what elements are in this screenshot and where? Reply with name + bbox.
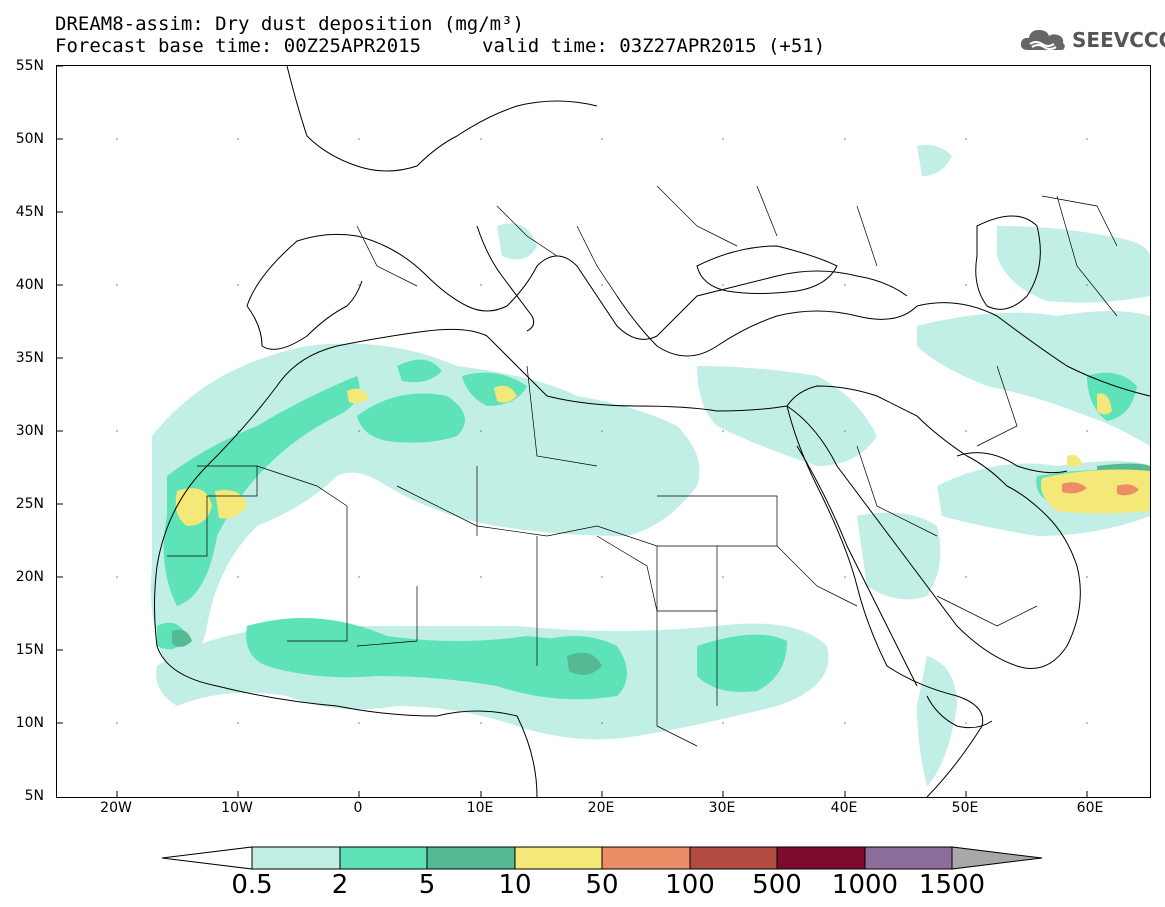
lon-label: 30E xyxy=(708,800,736,816)
lon-label: 10E xyxy=(466,800,494,816)
colorbar xyxy=(161,846,1043,870)
cloud-icon xyxy=(1020,30,1065,50)
colorbar-over-arrow xyxy=(951,846,1043,870)
colorbar-swatch xyxy=(601,846,691,870)
lon-label: 20W xyxy=(100,800,132,816)
colorbar-label: 500 xyxy=(752,870,802,900)
axis-ticks xyxy=(57,65,1088,797)
lon-label: 10W xyxy=(221,800,253,816)
colorbar-label: 1000 xyxy=(831,870,899,900)
colorbar-swatch xyxy=(339,846,428,870)
colorbar-label: 50 xyxy=(585,870,619,900)
lat-label: 45N xyxy=(15,204,44,220)
lat-label: 15N xyxy=(15,642,44,658)
lon-label: 50E xyxy=(951,800,979,816)
lon-label: 60E xyxy=(1076,800,1104,816)
lon-label: 0 xyxy=(353,800,363,816)
dust-deposition-map xyxy=(57,65,1151,798)
lon-label: 40E xyxy=(830,800,858,816)
lat-label: 50N xyxy=(15,131,44,147)
seevccc-logo: SEEVCCC xyxy=(1018,26,1165,54)
colorbar-label: 1500 xyxy=(918,870,986,900)
dust-shading-veryhigh xyxy=(175,385,1150,526)
colorbar-swatch xyxy=(776,846,866,870)
coastlines xyxy=(154,65,1151,798)
colorbar-swatch xyxy=(251,846,341,870)
colorbar-swatch xyxy=(689,846,778,870)
colorbar-swatch xyxy=(426,846,516,870)
dust-shading-low xyxy=(151,144,1150,786)
colorbar-label: 5 xyxy=(418,870,436,900)
valid-time: valid time: 03Z27APR2015 (+51) xyxy=(482,35,826,57)
lat-label: 20N xyxy=(15,569,44,585)
colorbar-label: 10 xyxy=(498,870,532,900)
colorbar-under-arrow xyxy=(161,846,253,870)
lat-label: 40N xyxy=(15,277,44,293)
lat-label: 5N xyxy=(24,788,44,804)
lat-label: 25N xyxy=(15,496,44,512)
lat-label: 55N xyxy=(15,58,44,74)
logo-text: SEEVCCC xyxy=(1072,28,1165,52)
map-panel xyxy=(56,65,1151,798)
colorbar-label: 0.5 xyxy=(231,870,273,900)
lat-label: 35N xyxy=(15,350,44,366)
colorbar-swatch xyxy=(864,846,953,870)
graticule-dots xyxy=(116,138,1088,724)
lat-label: 10N xyxy=(15,715,44,731)
country-borders xyxy=(167,185,1118,747)
colorbar-label: 100 xyxy=(665,870,715,900)
colorbar-swatch xyxy=(514,846,603,870)
map-title: DREAM8-assim: Dry dust deposition (mg/m³… xyxy=(55,13,524,35)
lat-label: 30N xyxy=(15,423,44,439)
dust-shading-extreme xyxy=(1062,482,1139,496)
lon-label: 20E xyxy=(587,800,615,816)
colorbar-label: 2 xyxy=(331,870,349,900)
forecast-base-time: Forecast base time: 00Z25APR2015 xyxy=(55,35,422,57)
